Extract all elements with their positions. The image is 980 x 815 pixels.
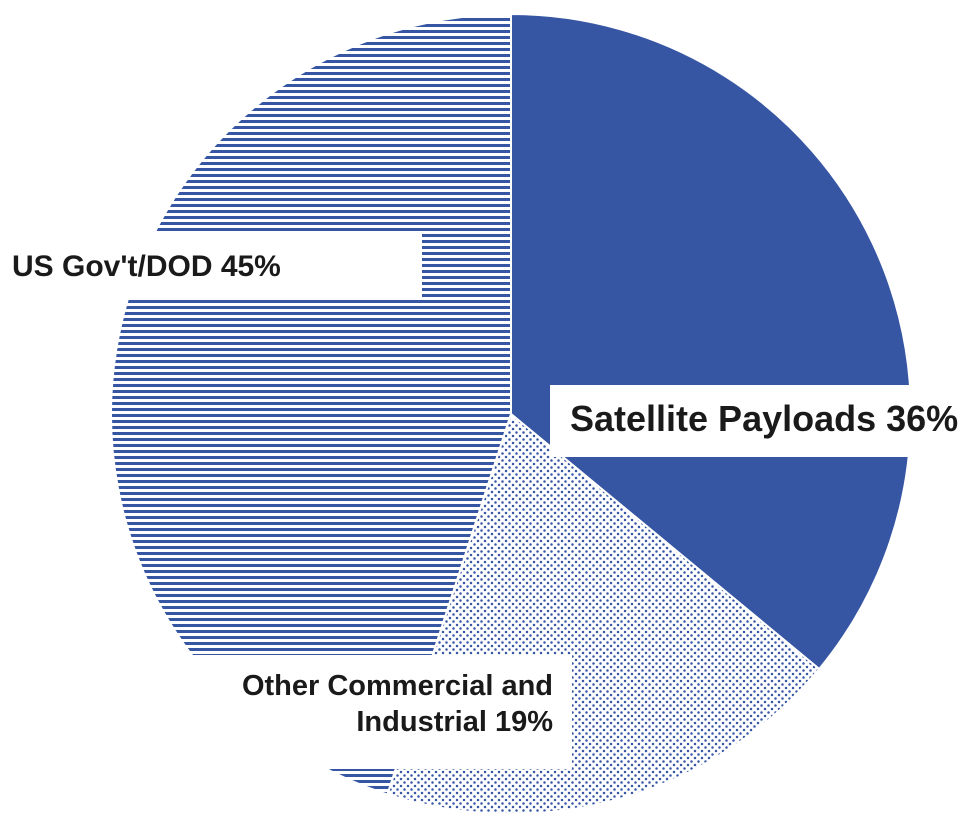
label-box-us-govt — [0, 232, 422, 300]
label-box-satellite-payloads — [550, 385, 980, 457]
pie-slice-satellite-payloads — [510, 12, 912, 671]
label-box-other-commercial — [187, 655, 572, 769]
slice-label-other-commercial-line1: Other Commercial and — [242, 670, 553, 702]
slice-label-us-govt: US Gov't/DOD 45% — [12, 250, 281, 283]
slice-label-satellite-payloads: Satellite Payloads 36% — [570, 398, 958, 439]
slice-label-other-commercial-line2: Industrial 19% — [356, 706, 553, 738]
